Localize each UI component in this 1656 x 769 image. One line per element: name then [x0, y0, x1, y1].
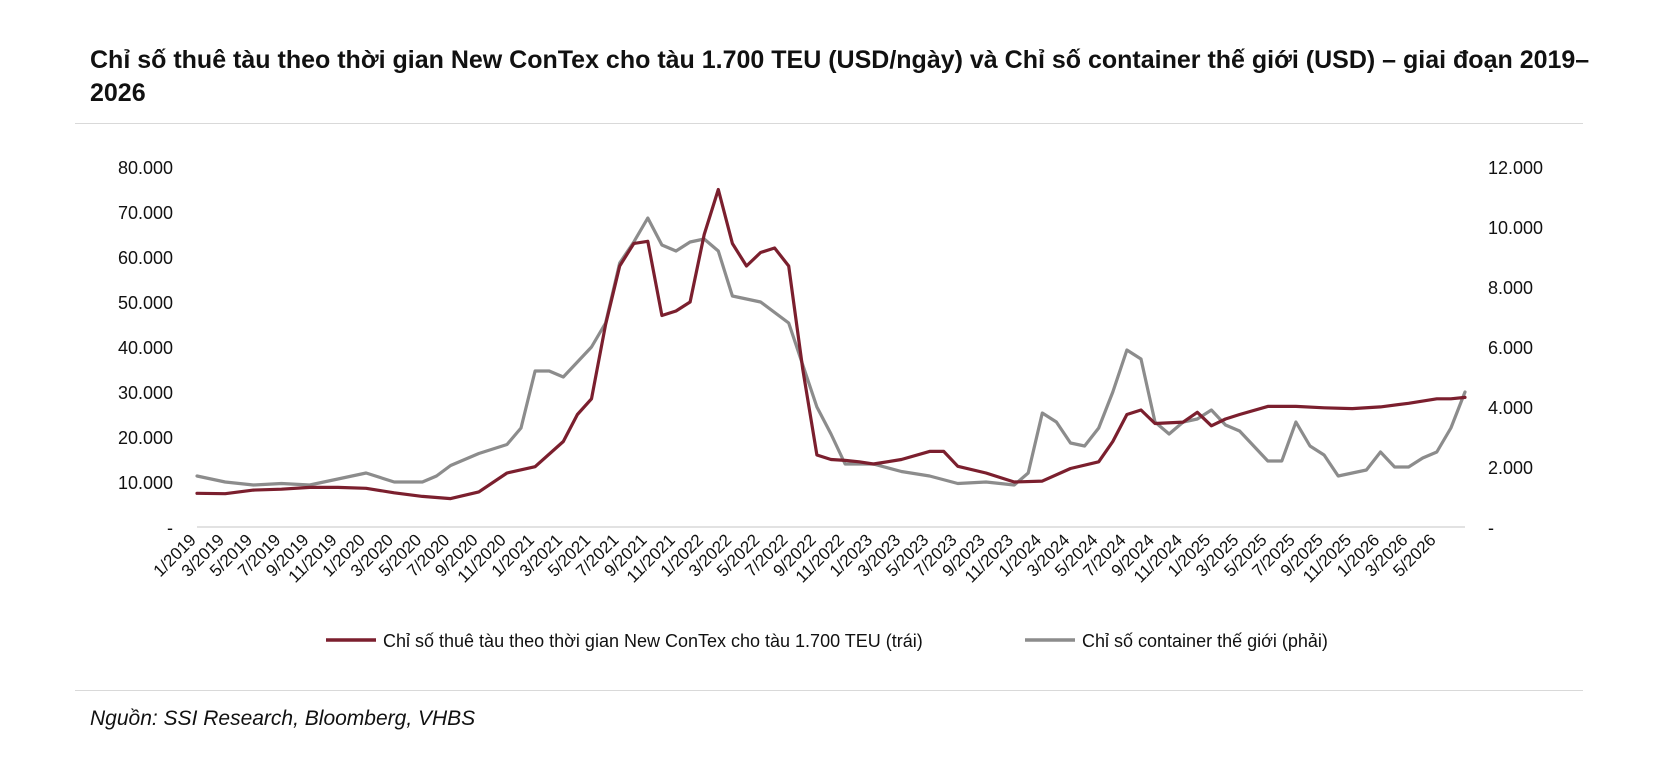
y-left-tick-label: -: [167, 518, 173, 538]
y-right-tick-label: 12.000: [1488, 158, 1543, 178]
chart-title: Chỉ số thuê tàu theo thời gian New ConTe…: [90, 46, 1590, 107]
source-divider: [75, 690, 1583, 691]
y-left-tick-label: 80.000: [118, 158, 173, 178]
y-right-tick-label: -: [1488, 518, 1494, 538]
y-right-tick-label: 2.000: [1488, 458, 1533, 478]
chart-legend: Chỉ số thuê tàu theo thời gian New ConTe…: [326, 631, 1328, 651]
chart-series: [195, 187, 1467, 501]
y-right-tick-label: 10.000: [1488, 218, 1543, 238]
y-left-tick-label: 20.000: [118, 428, 173, 448]
y-right-tick-label: 4.000: [1488, 398, 1533, 418]
series-line-new-contex: [195, 187, 1467, 501]
chart-axes: - 10.000 20.000 30.000 40.000 50.000 60.000 70.…: [118, 158, 1543, 586]
y-left-tick-label: 60.000: [118, 248, 173, 268]
legend-label: Chỉ số thuê tàu theo thời gian New ConTe…: [383, 631, 923, 651]
y-left-tick-label: 10.000: [118, 473, 173, 493]
series-line-container-index: [195, 216, 1467, 487]
y-left-tick-label: 70.000: [118, 203, 173, 223]
y-left-tick-label: 40.000: [118, 338, 173, 358]
y-left-tick-label: 30.000: [118, 383, 173, 403]
legend-label: Chỉ số container thế giới (phải): [1082, 631, 1328, 651]
title-divider: [75, 123, 1583, 124]
y-right-tick-label: 8.000: [1488, 278, 1533, 298]
y-right-tick-label: 6.000: [1488, 338, 1533, 358]
y-left-tick-label: 50.000: [118, 293, 173, 313]
source-note: Nguồn: SSI Research, Bloomberg, VHBS: [90, 707, 476, 730]
line-chart: - 10.000 20.000 30.000 40.000 50.000 60.000 70.…: [118, 158, 1543, 651]
